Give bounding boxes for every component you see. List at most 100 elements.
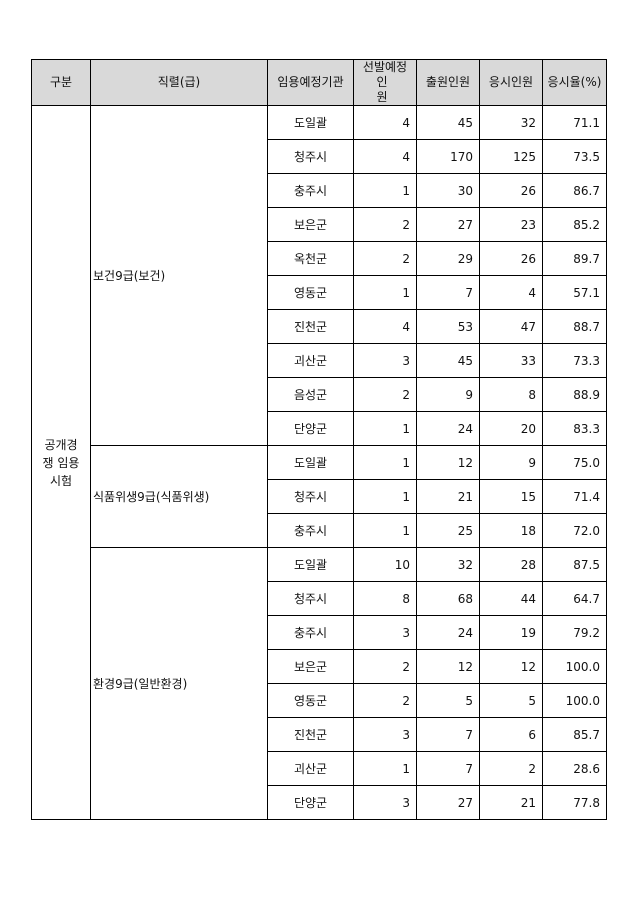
number-cell: 2: [353, 377, 417, 412]
agency-cell: 보은군: [267, 207, 354, 242]
data-row: 공개경쟁 임용시험 보건9급(보건) 도일괄 4 45 32 71.1: [31, 105, 607, 820]
agency-cell: 영동군: [267, 275, 354, 310]
agency-cell: 도일괄: [267, 547, 354, 582]
number-cell: 88.7: [542, 309, 607, 344]
series-cell: 보건9급(보건): [90, 105, 268, 446]
agency-cell: 영동군: [267, 683, 354, 718]
number-cell: 24: [416, 615, 480, 650]
number-cell: 33: [479, 343, 543, 378]
number-cell: 29: [416, 241, 480, 276]
header-cell: 구분: [31, 59, 91, 106]
number-cell: 100.0: [542, 683, 607, 718]
number-cell: 8: [353, 581, 417, 616]
number-cell: 2: [353, 207, 417, 242]
number-cell: 71.4: [542, 479, 607, 514]
category-cell: 공개경쟁 임용시험: [31, 105, 91, 820]
number-cell: 30: [416, 173, 480, 208]
agency-cell: 진천군: [267, 717, 354, 752]
number-cell: 45: [416, 105, 480, 140]
number-cell: 7: [416, 275, 480, 310]
number-cell: 27: [416, 785, 480, 820]
header-cell: 응시율(%): [542, 59, 607, 106]
number-cell: 170: [416, 139, 480, 174]
number-cell: 4: [353, 309, 417, 344]
agency-cell: 단양군: [267, 411, 354, 446]
number-cell: 27: [416, 207, 480, 242]
data-row: 충주시 3 24 19 79.2: [32, 615, 607, 650]
number-cell: 12: [416, 649, 480, 684]
number-cell: 83.3: [542, 411, 607, 446]
number-cell: 77.8: [542, 785, 607, 820]
number-cell: 10: [353, 547, 417, 582]
number-cell: 4: [479, 275, 543, 310]
number-cell: 47: [479, 309, 543, 344]
data-row: 청주시 4 170 125 73.5: [32, 139, 607, 174]
data-row: 영동군 1 7 4 57.1: [32, 275, 607, 310]
number-cell: 45: [416, 343, 480, 378]
number-cell: 3: [353, 717, 417, 752]
number-cell: 1: [353, 513, 417, 548]
number-cell: 73.5: [542, 139, 607, 174]
number-cell: 26: [479, 241, 543, 276]
number-cell: 73.3: [542, 343, 607, 378]
number-cell: 57.1: [542, 275, 607, 310]
number-cell: 3: [353, 785, 417, 820]
number-cell: 68: [416, 581, 480, 616]
agency-cell: 청주시: [267, 139, 354, 174]
number-cell: 32: [479, 105, 543, 140]
number-cell: 1: [353, 479, 417, 514]
number-cell: 12: [479, 649, 543, 684]
number-cell: 89.7: [542, 241, 607, 276]
number-cell: 19: [479, 615, 543, 650]
number-cell: 64.7: [542, 581, 607, 616]
number-cell: 12: [416, 445, 480, 480]
number-cell: 5: [416, 683, 480, 718]
number-cell: 2: [353, 241, 417, 276]
number-cell: 28: [479, 547, 543, 582]
agency-cell: 도일괄: [267, 105, 354, 140]
data-row: 식품위생9급(식품위생) 도일괄 1 12 9 75.0: [32, 445, 607, 548]
number-cell: 7: [416, 717, 480, 752]
number-cell: 24: [416, 411, 480, 446]
number-cell: 3: [353, 615, 417, 650]
number-cell: 6: [479, 717, 543, 752]
number-cell: 1: [353, 751, 417, 786]
number-cell: 9: [479, 445, 543, 480]
data-row: 진천군 4 53 47 88.7: [32, 309, 607, 344]
number-cell: 28.6: [542, 751, 607, 786]
agency-cell: 청주시: [267, 479, 354, 514]
number-cell: 1: [353, 445, 417, 480]
series-cell: 식품위생9급(식품위생): [90, 445, 268, 548]
header-cell: 선발예정 인 원: [353, 59, 417, 106]
agency-cell: 단양군: [267, 785, 354, 820]
number-cell: 32: [416, 547, 480, 582]
header-cell: 직렬(급): [90, 59, 268, 106]
agency-cell: 보은군: [267, 649, 354, 684]
number-cell: 71.1: [542, 105, 607, 140]
number-cell: 23: [479, 207, 543, 242]
number-cell: 72.0: [542, 513, 607, 548]
number-cell: 79.2: [542, 615, 607, 650]
series-cell: 환경9급(일반환경): [90, 547, 268, 820]
header-cell: 출원인원: [416, 59, 480, 106]
number-cell: 86.7: [542, 173, 607, 208]
agency-cell: 충주시: [267, 513, 354, 548]
table-body: 공개경쟁 임용시험 보건9급(보건) 도일괄 4 45 32 71.1 청주시 4 170 125 7…: [31, 105, 607, 820]
agency-cell: 괴산군: [267, 751, 354, 786]
agency-cell: 괴산군: [267, 343, 354, 378]
number-cell: 4: [353, 105, 417, 140]
number-cell: 9: [416, 377, 480, 412]
number-cell: 75.0: [542, 445, 607, 480]
agency-cell: 음성군: [267, 377, 354, 412]
agency-cell: 진천군: [267, 309, 354, 344]
data-row: 단양군 3 27 21 77.8: [32, 785, 607, 820]
number-cell: 4: [353, 139, 417, 174]
number-cell: 7: [416, 751, 480, 786]
number-cell: 15: [479, 479, 543, 514]
number-cell: 21: [479, 785, 543, 820]
number-cell: 85.2: [542, 207, 607, 242]
number-cell: 125: [479, 139, 543, 174]
data-row: 진천군 3 7 6 85.7: [32, 717, 607, 752]
number-cell: 1: [353, 411, 417, 446]
header-cell: 응시인원: [479, 59, 543, 106]
